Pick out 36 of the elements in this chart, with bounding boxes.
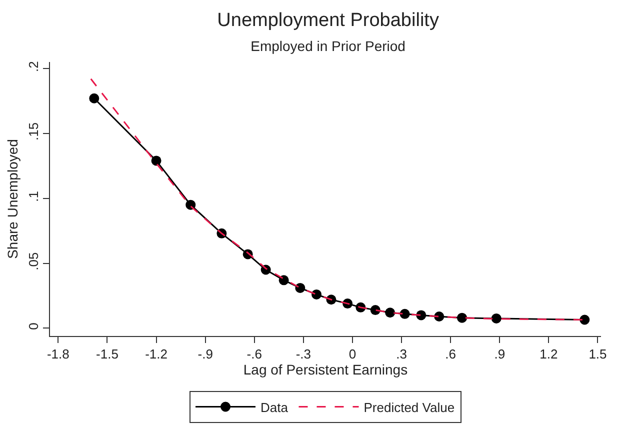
legend-label: Data bbox=[260, 400, 289, 415]
x-tick-label: 1.5 bbox=[588, 346, 607, 362]
point bbox=[457, 312, 468, 323]
point bbox=[491, 313, 502, 324]
point bbox=[295, 282, 306, 293]
point bbox=[186, 200, 196, 210]
point bbox=[434, 312, 444, 322]
point bbox=[580, 314, 590, 325]
point bbox=[385, 308, 396, 318]
x-axis-title: Lag of Persistent Earnings bbox=[243, 362, 408, 378]
point bbox=[370, 305, 380, 316]
x-tick-label: 1.2 bbox=[540, 346, 558, 362]
x-tick-label: -.9 bbox=[198, 346, 213, 362]
x-tick-label: -.6 bbox=[246, 346, 262, 362]
x-tick-label: -1.2 bbox=[145, 346, 168, 362]
y-tick-label: .2 bbox=[26, 61, 41, 72]
point bbox=[312, 289, 322, 300]
x-tick-label: 0 bbox=[348, 346, 356, 362]
legend-label: Predicted Value bbox=[364, 400, 455, 415]
x-tick-label: -1.5 bbox=[96, 346, 118, 362]
x-tick-label: .9 bbox=[494, 346, 506, 362]
x-tick-label: -1.8 bbox=[46, 346, 70, 362]
chart-subtitle: Employed in Prior Period bbox=[250, 38, 406, 54]
y-tick-label: 0 bbox=[26, 322, 41, 330]
point bbox=[89, 93, 100, 104]
chart-title: Unemployment Probability bbox=[217, 10, 440, 32]
point bbox=[400, 308, 410, 319]
y-tick-label: .05 bbox=[26, 252, 41, 270]
point bbox=[278, 275, 289, 286]
x-tick-label: .3 bbox=[396, 346, 407, 362]
y-tick-label: .15 bbox=[26, 122, 41, 141]
y-tick-label: .1 bbox=[26, 190, 41, 202]
point bbox=[151, 156, 162, 166]
x-tick-label: -.3 bbox=[296, 346, 312, 362]
y-axis-title: Share Unemployed bbox=[4, 139, 20, 259]
x-tick-label: .6 bbox=[445, 346, 456, 362]
